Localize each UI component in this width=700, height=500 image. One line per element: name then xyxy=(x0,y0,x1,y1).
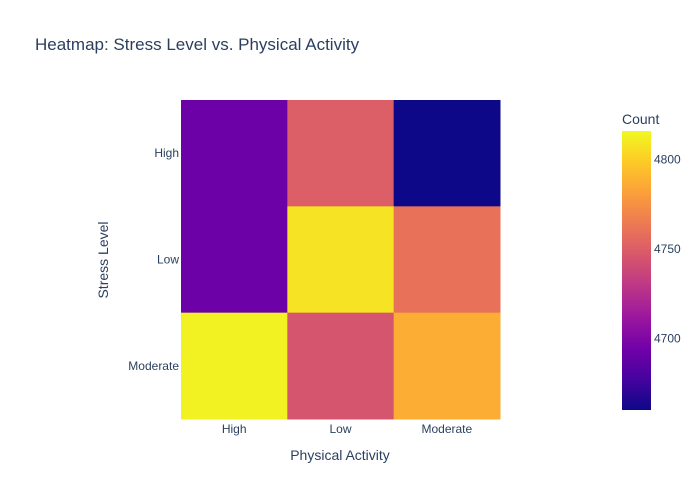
y-axis-title: Stress Level xyxy=(95,221,111,298)
heatmap-cell xyxy=(287,100,395,207)
heatmap-cell xyxy=(393,100,501,207)
colorbar-tick-label: 4800 xyxy=(654,153,681,167)
x-axis-title: Physical Activity xyxy=(290,447,390,463)
x-axis-ticks: High Low Moderate xyxy=(222,422,473,436)
heatmap-cell xyxy=(287,206,395,314)
heatmap-cells xyxy=(181,100,501,420)
heatmap-cell xyxy=(181,100,288,207)
y-tick-label: High xyxy=(154,146,179,160)
x-tick-label: Moderate xyxy=(421,422,472,436)
y-tick-label: Moderate xyxy=(128,359,179,373)
chart-title: Heatmap: Stress Level vs. Physical Activ… xyxy=(35,35,360,54)
y-axis-ticks: High Low Moderate xyxy=(128,146,179,373)
colorbar-ticks: 4700 4750 4800 xyxy=(654,153,681,346)
colorbar-tick-label: 4750 xyxy=(654,242,681,256)
colorbar-title: Count xyxy=(622,111,659,127)
colorbar-tick-label: 4700 xyxy=(654,331,681,345)
x-tick-label: Low xyxy=(329,422,351,436)
heatmap-cell xyxy=(393,206,501,314)
y-tick-label: Low xyxy=(157,253,179,267)
heatmap-cell xyxy=(287,312,395,420)
heatmap-cell xyxy=(393,312,501,420)
x-tick-label: High xyxy=(222,422,247,436)
heatmap-cell xyxy=(181,312,288,420)
colorbar xyxy=(622,131,651,410)
heatmap-cell xyxy=(181,206,288,314)
